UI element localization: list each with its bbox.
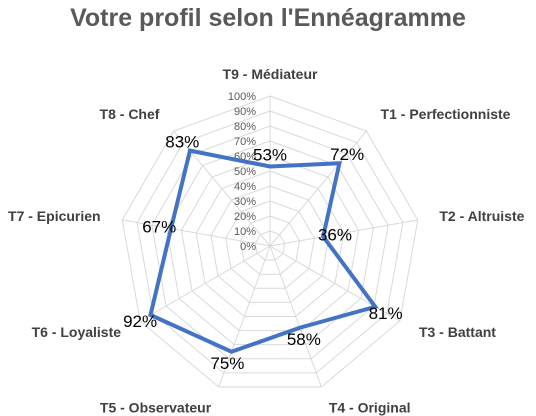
grid-spoke [269,245,401,322]
chart-title: Votre profil selon l'Ennéagramme [70,4,466,32]
value-label: 53% [253,146,287,165]
tick-label: 0% [240,241,256,253]
value-label: 83% [165,132,199,151]
grid-ring [180,155,360,332]
grid-ring [151,125,389,360]
grid-spoke [139,245,271,322]
value-label: 58% [287,330,321,349]
category-label: T6 - Loyaliste [32,324,122,340]
category-label: T2 - Altruiste [439,208,524,224]
category-label: T1 - Perfectionniste [381,106,511,122]
grid-spoke [269,219,418,247]
category-label: T7 - Epicurien [8,208,101,224]
grid-spoke [218,245,271,388]
grid-ring [225,200,315,289]
value-label: 36% [318,226,352,245]
category-label: T9 - Médiateur [223,66,318,82]
grid-spoke [269,245,322,388]
tick-label: 30% [234,196,256,208]
grid-ring [136,110,404,374]
category-label: T8 - Chef [100,106,160,122]
grid-spoke [269,130,367,247]
grid-ring [121,95,419,388]
value-labels: 53% 72% 36% 81% 58% 75% 92% 67% 83% [123,132,403,373]
tick-label: 10% [234,226,256,238]
value-label: 67% [142,217,176,236]
tick-label: 70% [234,136,256,148]
category-label: T3 - Battant [419,324,496,340]
tick-label: 80% [234,121,256,133]
grid-spoke [122,219,271,247]
category-label: T4 - Original [329,400,411,416]
grid-ring [254,230,286,261]
grid-ring [166,140,374,346]
series-line [148,148,379,354]
grid-ring [239,215,301,275]
value-label: 72% [330,145,364,164]
tick-label: 40% [234,181,256,193]
grid-ring [195,170,345,317]
value-label: 75% [210,354,244,373]
category-label: T5 - Observateur [100,400,212,416]
category-labels: T9 - Médiateur T1 - Perfectionniste T2 - A… [8,66,525,416]
tick-label: 90% [234,106,256,118]
series-layer [148,148,379,354]
radial-axis-ticks: 0%10%20%30%40%50%60%70%80%90%100% [228,91,256,253]
tick-label: 20% [234,211,256,223]
tick-label: 100% [228,91,256,103]
value-label: 81% [369,304,403,323]
tick-label: 50% [234,166,256,178]
value-label: 92% [123,312,157,331]
grid-ring [210,185,330,303]
